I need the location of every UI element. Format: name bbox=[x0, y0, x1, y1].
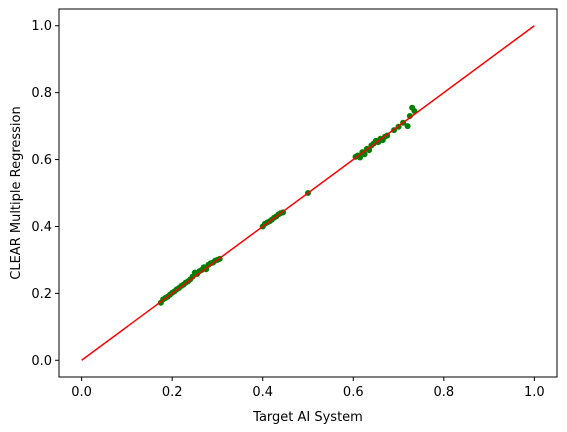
y-tick-label: 1.0 bbox=[31, 19, 52, 34]
x-tick-label: 1.0 bbox=[524, 385, 545, 400]
y-tick-label: 0.6 bbox=[31, 153, 52, 168]
data-point bbox=[405, 123, 411, 129]
tick-layer: 0.0 0.2 0.4 0.6 0.8 1.0 0.0 0.2 0.4 0.6 0.8 1.0 bbox=[31, 19, 544, 400]
y-axis-label: CLEAR Multiple Regression bbox=[9, 106, 24, 279]
x-tick-label: 0.4 bbox=[252, 385, 273, 400]
y-tick-label: 0.8 bbox=[31, 86, 52, 101]
x-tick-label: 0.2 bbox=[162, 385, 183, 400]
y-tick-label: 0.2 bbox=[31, 287, 52, 302]
y-tick-label: 0.4 bbox=[31, 220, 52, 235]
y-tick-label: 0.0 bbox=[31, 354, 52, 369]
reference-line bbox=[82, 26, 535, 361]
x-tick-label: 0.0 bbox=[71, 385, 92, 400]
x-tick-label: 0.6 bbox=[343, 385, 364, 400]
plot-layer bbox=[82, 26, 535, 361]
x-tick-label: 0.8 bbox=[433, 385, 454, 400]
x-axis-label: Target AI System bbox=[252, 410, 363, 425]
